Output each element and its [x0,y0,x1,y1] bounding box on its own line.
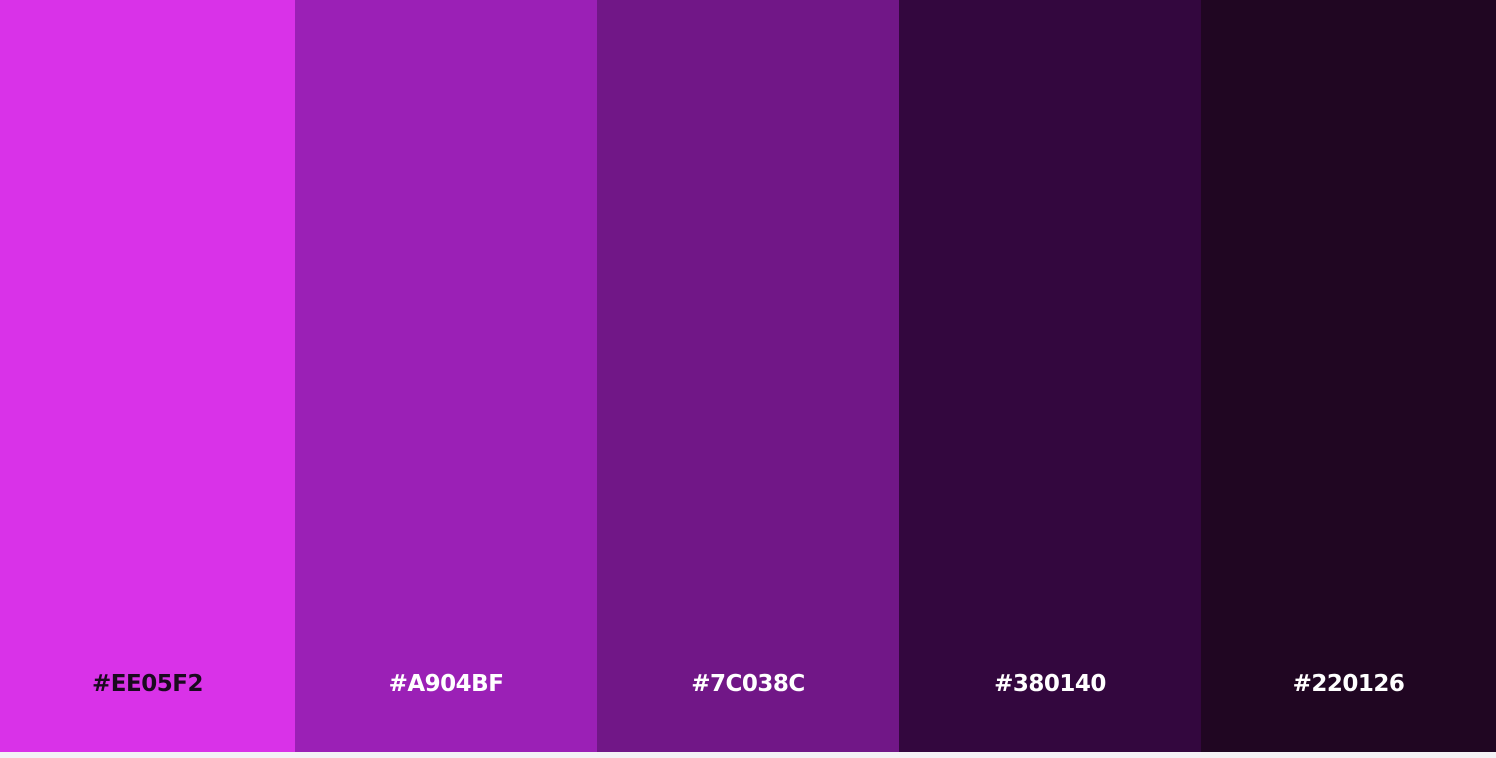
color-swatch-3[interactable]: #7C038C [597,0,899,752]
bottom-divider [0,752,1496,758]
hex-code-label: #A904BF [388,671,504,697]
hex-code-label: #EE05F2 [92,671,203,697]
hex-code-label: #380140 [994,671,1106,697]
color-swatch-4[interactable]: #380140 [899,0,1201,752]
hex-code-label: #220126 [1292,671,1405,697]
hex-code-label: #7C038C [691,671,805,697]
color-swatch-1[interactable]: #EE05F2 [0,0,295,752]
color-swatch-2[interactable]: #A904BF [295,0,597,752]
color-swatch-5[interactable]: #220126 [1201,0,1496,752]
